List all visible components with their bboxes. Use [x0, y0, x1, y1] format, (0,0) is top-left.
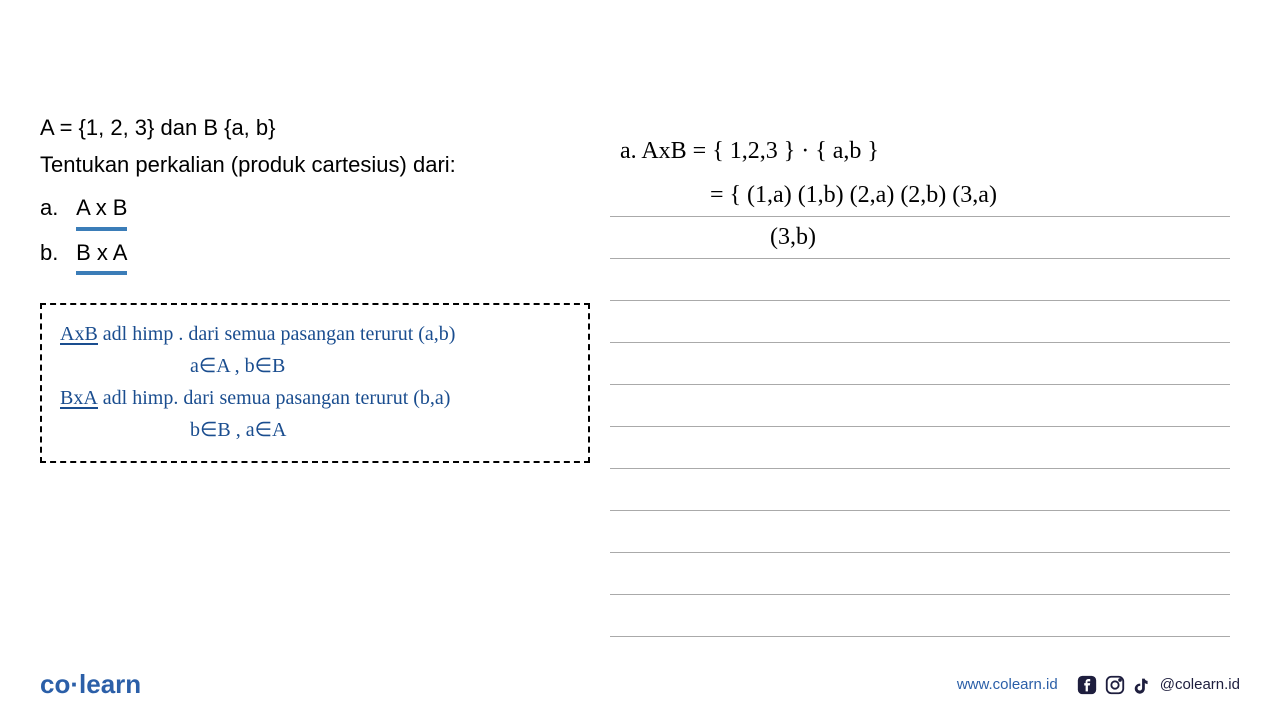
rule-line [610, 469, 1230, 511]
social-icons: @colearn.id [1076, 674, 1240, 696]
brand-logo: co·learn [40, 669, 141, 700]
def-bxa-text: adl himp. dari semua pasangan terurut (b… [103, 387, 451, 409]
def-bxa-highlight: BxA [60, 389, 98, 409]
tiktok-icon [1132, 674, 1154, 696]
logo-part1: co [40, 669, 70, 699]
def-axb-text: adl himp . dari semua pasangan terurut (… [103, 323, 456, 345]
definition-box: AxB adl himp . dari semua pasangan terur… [40, 303, 590, 463]
problem-line-1: A = {1, 2, 3} dan B {a, b} [40, 110, 590, 145]
def-axb-highlight: AxB [60, 325, 98, 345]
facebook-icon [1076, 674, 1098, 696]
rule-line [610, 595, 1230, 637]
def-bxa-line1: BxA adl himp. dari semua pasangan teruru… [60, 383, 570, 413]
answer-line-3: (3,b) [770, 224, 816, 251]
ruled-lines [610, 175, 1230, 637]
footer-url: www.colearn.id [957, 676, 1058, 693]
problem-column: A = {1, 2, 3} dan B {a, b} Tentukan perk… [40, 110, 610, 463]
footer: co·learn www.colearn.id @colearn.id [0, 669, 1280, 700]
option-a-label: a. [40, 190, 70, 225]
social-handle: @colearn.id [1160, 676, 1240, 693]
rule-line [610, 301, 1230, 343]
logo-dot: · [70, 669, 79, 699]
rule-line [610, 343, 1230, 385]
rule-line [610, 553, 1230, 595]
footer-right: www.colearn.id @colearn.id [957, 674, 1240, 696]
rule-line [610, 511, 1230, 553]
rule-line [610, 259, 1230, 301]
option-b-content: B x A [76, 235, 127, 275]
option-a: a. A x B [40, 190, 590, 230]
def-axb-line2: a∈A , b∈B [60, 351, 570, 381]
rule-line [610, 385, 1230, 427]
option-b-label: b. [40, 235, 70, 270]
option-b: b. B x A [40, 235, 590, 275]
rule-line [610, 427, 1230, 469]
logo-part2: learn [79, 669, 141, 699]
answer-column: a. AxB = { 1,2,3 } · { a,b } = { (1,a) (… [610, 110, 1230, 463]
def-bxa-line2: b∈B , a∈A [60, 415, 570, 445]
def-axb-line1: AxB adl himp . dari semua pasangan terur… [60, 319, 570, 349]
instagram-icon [1104, 674, 1126, 696]
answer-line-1: a. AxB = { 1,2,3 } · { a,b } [620, 138, 879, 165]
option-a-content: A x B [76, 190, 127, 230]
problem-statement: A = {1, 2, 3} dan B {a, b} Tentukan perk… [40, 110, 590, 275]
answer-line-2: = { (1,a) (1,b) (2,a) (2,b) (3,a) [710, 182, 997, 209]
rule-line [610, 217, 1230, 259]
problem-line-2: Tentukan perkalian (produk cartesius) da… [40, 147, 590, 182]
